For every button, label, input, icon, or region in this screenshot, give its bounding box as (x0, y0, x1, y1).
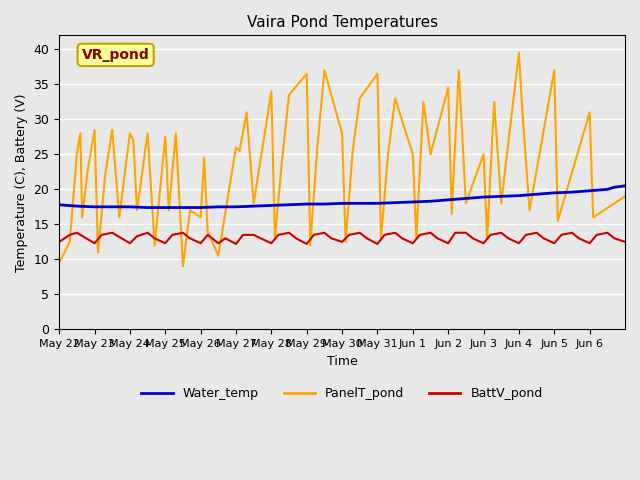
Text: VR_pond: VR_pond (82, 48, 150, 62)
Title: Vaira Pond Temperatures: Vaira Pond Temperatures (246, 15, 438, 30)
Legend: Water_temp, PanelT_pond, BattV_pond: Water_temp, PanelT_pond, BattV_pond (136, 383, 548, 406)
X-axis label: Time: Time (326, 355, 358, 368)
Y-axis label: Temperature (C), Battery (V): Temperature (C), Battery (V) (15, 93, 28, 272)
